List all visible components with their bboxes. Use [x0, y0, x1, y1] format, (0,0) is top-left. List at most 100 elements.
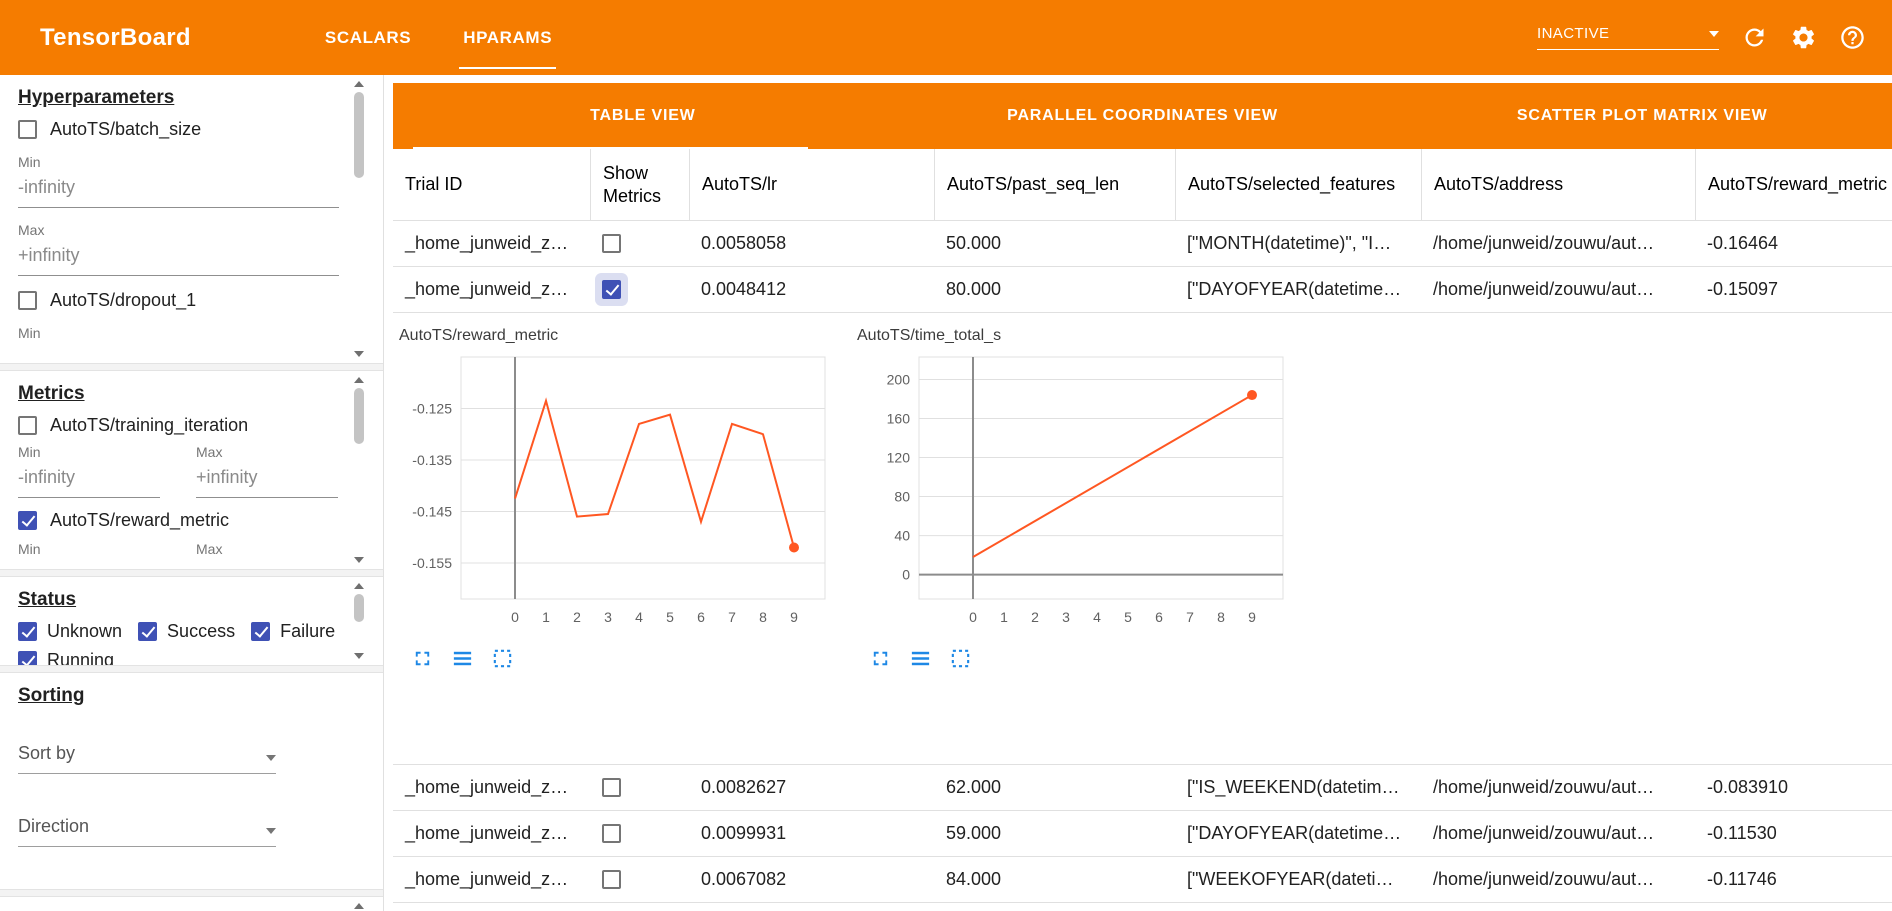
time-total-chart-block: AutoTS/time_total_s 0 40 80 120 160 200 0 1 2 3 4 5…: [855, 325, 1299, 670]
status-failure-checkbox[interactable]: [251, 622, 271, 641]
tab-parallel-coordinates-view[interactable]: PARALLEL COORDINATES VIEW: [1007, 107, 1278, 124]
svg-text:-0.125: -0.125: [412, 400, 452, 416]
selected-features-cell: ["WEEKOFYEAR(dateti…: [1187, 869, 1394, 889]
show-metrics-checkbox[interactable]: [602, 234, 621, 253]
hyperparameter-item: AutoTS/batch_size: [18, 119, 339, 140]
hyperparameter-label: AutoTS/batch_size: [50, 119, 202, 139]
svg-text:4: 4: [1093, 609, 1101, 625]
trial-id-cell: _home_junweid_z…: [405, 777, 569, 797]
scroll-up-icon[interactable]: [354, 377, 364, 383]
tab-scalars[interactable]: SCALARS: [324, 27, 412, 47]
svg-text:2: 2: [573, 609, 581, 625]
reward-metric-checkbox[interactable]: [18, 511, 37, 530]
reward-metric-line-chart[interactable]: -0.155 -0.145 -0.135 -0.125 0 1 2 3 4 5 6 7 8 9: [397, 347, 841, 639]
run-status-dropdown[interactable]: INACTIVE: [1537, 25, 1719, 50]
svg-text:9: 9: [790, 609, 798, 625]
section-divider: [0, 889, 383, 897]
min-label: Min: [18, 444, 41, 460]
scrollbar-thumb[interactable]: [354, 92, 364, 178]
svg-text:1: 1: [542, 609, 550, 625]
svg-text:7: 7: [728, 609, 736, 625]
scrollbar-thumb[interactable]: [354, 388, 364, 444]
batch-size-checkbox[interactable]: [18, 120, 37, 139]
help-icon[interactable]: [1839, 24, 1866, 51]
sort-by-value: Sort by: [18, 743, 76, 763]
show-metrics-checkbox[interactable]: [602, 824, 621, 843]
run-status-value: INACTIVE: [1537, 25, 1610, 42]
status-unknown-checkbox[interactable]: [18, 622, 37, 641]
show-metrics-checkbox[interactable]: [602, 870, 621, 889]
tab-scatter-plot-matrix-view[interactable]: SCATTER PLOT MATRIX VIEW: [1516, 107, 1768, 124]
selection-box-icon[interactable]: [491, 647, 514, 670]
svg-text:120: 120: [887, 450, 911, 466]
view-tabs-bar: TABLE VIEW PARALLEL COORDINATES VIEW SCA…: [393, 83, 1892, 149]
sorting-title: Sorting: [18, 685, 85, 706]
metric-label: AutoTS/reward_metric: [50, 510, 230, 530]
show-metrics-checkbox[interactable]: [602, 280, 621, 299]
svg-text:40: 40: [894, 528, 910, 544]
direction-select[interactable]: Direction: [18, 816, 276, 847]
dropdown-arrow-icon: [266, 828, 276, 834]
scroll-up-icon[interactable]: [354, 583, 364, 589]
column-header-selected-features: AutoTS/selected_features: [1175, 149, 1421, 220]
trial-id-cell: _home_junweid_z…: [405, 233, 569, 253]
dropdown-arrow-icon: [1709, 30, 1719, 37]
time-total-line-chart[interactable]: 0 40 80 120 160 200 0 1 2 3 4 5 6 7 8 9: [855, 347, 1299, 639]
view-lines-icon[interactable]: [451, 647, 474, 670]
svg-text:8: 8: [1217, 609, 1225, 625]
selected-features-cell: ["IS_WEEKEND(datetim…: [1187, 777, 1400, 797]
scroll-down-icon[interactable]: [354, 653, 364, 659]
show-metrics-checkbox[interactable]: [602, 778, 621, 797]
view-lines-icon[interactable]: [909, 647, 932, 670]
status-label: Success: [167, 621, 236, 641]
scroll-down-icon[interactable]: [354, 351, 364, 357]
section-divider: [0, 665, 383, 673]
max-input[interactable]: +infinity: [18, 238, 339, 276]
svg-text:-0.145: -0.145: [412, 503, 452, 519]
trial-id-cell: _home_junweid_z…: [405, 869, 569, 889]
min-input[interactable]: -infinity: [18, 460, 160, 498]
lr-cell: 0.0058058: [701, 233, 787, 253]
past-seq-len-cell: 50.000: [946, 233, 1002, 253]
past-seq-len-cell: 84.000: [946, 869, 1002, 889]
status-success-checkbox[interactable]: [138, 622, 158, 641]
max-field: Max +infinity: [196, 436, 338, 498]
show-metrics-cell: [590, 221, 689, 266]
dropout-1-checkbox[interactable]: [18, 291, 37, 310]
scroll-up-icon[interactable]: [354, 903, 364, 909]
settings-gear-icon[interactable]: [1790, 24, 1817, 51]
table-row: _home_junweid_z… 0.0099931 59.000 ["DAYO…: [393, 811, 1892, 857]
scroll-up-icon[interactable]: [354, 81, 364, 87]
address-cell: /home/junweid/zouwu/aut…: [1433, 869, 1655, 889]
tab-table-view[interactable]: TABLE VIEW: [393, 83, 893, 149]
min-field: Min: [18, 531, 160, 557]
selection-box-icon[interactable]: [949, 647, 972, 670]
metric-item: AutoTS/reward_metric: [18, 510, 339, 531]
table-row: _home_junweid_z… 0.0067082 84.000 ["WEEK…: [393, 857, 1892, 903]
svg-text:1: 1: [1000, 609, 1008, 625]
min-input[interactable]: -infinity: [18, 170, 339, 208]
status-item: Running: [18, 650, 114, 665]
fullscreen-icon[interactable]: [869, 647, 892, 670]
max-input[interactable]: +infinity: [196, 460, 338, 498]
chart-title: AutoTS/reward_metric: [399, 327, 559, 344]
svg-text:-0.155: -0.155: [412, 555, 452, 571]
chart-title: AutoTS/time_total_s: [857, 327, 1002, 344]
scrollbar-thumb[interactable]: [354, 594, 364, 622]
hyperparameter-label: AutoTS/dropout_1: [50, 290, 197, 310]
max-label: Max: [196, 444, 223, 460]
selected-features-cell: ["MONTH(datetime)", "I…: [1187, 233, 1392, 253]
scroll-down-icon[interactable]: [354, 557, 364, 563]
refresh-icon[interactable]: [1741, 24, 1768, 51]
training-iteration-checkbox[interactable]: [18, 416, 37, 435]
svg-text:3: 3: [604, 609, 612, 625]
section-scrollbar: [353, 583, 365, 659]
trial-id-cell: _home_junweid_z…: [405, 823, 569, 843]
status-running-checkbox[interactable]: [18, 651, 37, 665]
sort-by-select[interactable]: Sort by: [18, 743, 276, 774]
fullscreen-icon[interactable]: [411, 647, 434, 670]
lr-cell: 0.0099931: [701, 823, 787, 843]
reward-metric-cell: -0.15097: [1707, 279, 1779, 299]
tab-hparams[interactable]: HPARAMS: [437, 0, 578, 75]
column-header-address: AutoTS/address: [1421, 149, 1695, 220]
